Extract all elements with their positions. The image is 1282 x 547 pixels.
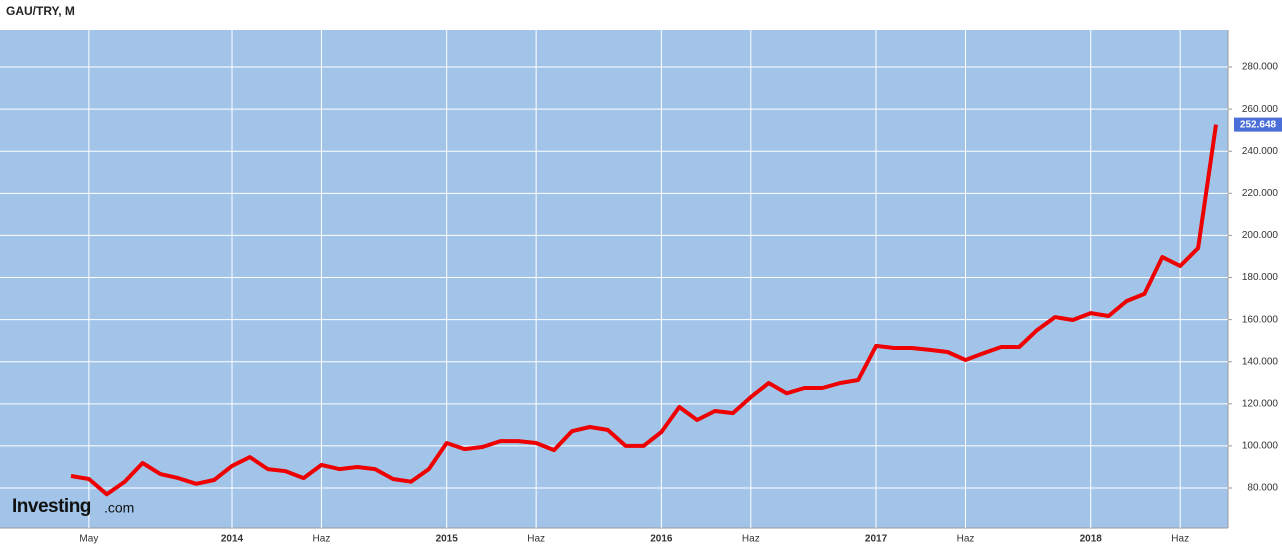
x-tick-label: Haz [527, 534, 545, 545]
logo-main: Investing [12, 496, 91, 517]
y-tick-label: 220.000 [1242, 188, 1279, 199]
x-tick-label: May [79, 534, 98, 545]
x-tick-label: Haz [957, 534, 975, 545]
last-value-label: 252.648 [1240, 119, 1277, 130]
last-value-badge [1234, 117, 1282, 132]
y-tick-label: 280.000 [1242, 62, 1279, 73]
x-tick-label: Haz [313, 534, 331, 545]
y-tick-label: 100.000 [1242, 441, 1279, 452]
y-tick-label: 120.000 [1242, 398, 1279, 409]
chart-title: GAU/TRY, M [6, 4, 75, 18]
y-tick-label: 260.000 [1242, 104, 1279, 115]
x-tick-label: 2014 [221, 534, 244, 545]
y-tick-label: 160.000 [1242, 314, 1279, 325]
plot-area [0, 30, 1228, 528]
marks [70, 124, 1218, 497]
logo-suffix: .com [104, 500, 134, 516]
y-tick-label: 180.000 [1242, 272, 1279, 283]
x-tick-label: Haz [742, 534, 760, 545]
grid [0, 30, 1228, 528]
line [70, 124, 1218, 497]
x-tick-label: 2017 [865, 534, 888, 545]
x-tick-label: 2016 [650, 534, 673, 545]
x-tick-label: 2018 [1080, 534, 1103, 545]
y-tick-label: 200.000 [1242, 230, 1279, 241]
y-tick-label: 140.000 [1242, 356, 1279, 367]
y-tick-label: 80.000 [1247, 483, 1278, 494]
y-tick-label: 240.000 [1242, 146, 1279, 157]
x-tick-label: 2015 [436, 534, 459, 545]
x-tick-label: Haz [1171, 534, 1189, 545]
